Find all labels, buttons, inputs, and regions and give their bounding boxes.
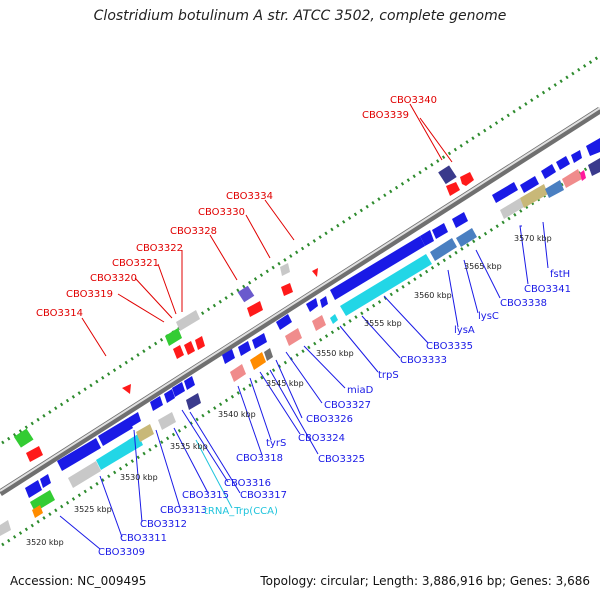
gene-label: CBO3333 <box>400 355 447 366</box>
scale-label: 3540 kbp <box>218 410 256 419</box>
genome-backbone-highlight <box>0 107 600 492</box>
gene-labels-cyan: tRNA_Trp(CCA) <box>204 506 278 517</box>
scale-label: 3525 kbp <box>74 505 112 514</box>
gene-label: tRNA_Trp(CCA) <box>204 506 278 517</box>
gene-label: CBO3313 <box>160 505 207 516</box>
gene-label: CBO3316 <box>224 478 271 489</box>
gene-label: CBO3319 <box>66 289 113 300</box>
scale-label: 3565 kbp <box>464 262 502 271</box>
map-title: Clostridium botulinum A str. ATCC 3502, … <box>93 8 507 24</box>
gene-label: CBO3335 <box>426 341 473 352</box>
gene-label: tyrS <box>266 438 286 449</box>
gene-label: CBO3334 <box>226 191 273 202</box>
gene-label: CBO3315 <box>182 490 229 501</box>
gene-label: trpS <box>378 370 399 381</box>
scale-label: 3555 kbp <box>364 319 402 328</box>
scale-label: 3560 kbp <box>414 291 452 300</box>
genome-backbone <box>0 107 600 496</box>
gene-label: CBO3341 <box>524 284 571 295</box>
accession-text: Accession: NC_009495 <box>10 574 147 588</box>
gene-label: CBO3338 <box>500 298 547 309</box>
gene-label: CBO3340 <box>390 95 437 106</box>
blue-leader-lines <box>59 221 549 550</box>
gene-label: CBO3311 <box>120 533 167 544</box>
gene-label: miaD <box>347 385 374 396</box>
gene-label: CBO3324 <box>298 433 345 444</box>
gene-labels-blue: fstH CBO3341 CBO3338 lysC lysA CBO3335 C… <box>98 269 571 558</box>
gene-label: CBO3318 <box>236 453 283 464</box>
gene-label: CBO3320 <box>90 273 137 284</box>
cyan-leader-line <box>195 439 233 509</box>
gene-label: fstH <box>550 269 570 280</box>
scale-label: 3530 kbp <box>120 473 158 482</box>
topology-text: Topology: circular; Length: 3,886,916 bp… <box>260 574 590 588</box>
gene-label: lysA <box>454 325 475 336</box>
scale-labels: 3520 kbp 3525 kbp 3530 kbp 3535 kbp 3540… <box>26 234 552 547</box>
gene-label: CBO3309 <box>98 547 145 558</box>
gene-label: CBO3330 <box>198 207 245 218</box>
gene-label: CBO3327 <box>324 400 371 411</box>
genes-forward-strand <box>13 138 600 462</box>
gene-label: CBO3325 <box>318 454 365 465</box>
gene-label: CBO3328 <box>170 226 217 237</box>
gene-label: CBO3339 <box>362 110 409 121</box>
scale-label: 3520 kbp <box>26 538 64 547</box>
gene-label: CBO3314 <box>36 308 83 319</box>
gene-label: CBO3321 <box>112 258 159 269</box>
gene-label: CBO3326 <box>306 414 353 425</box>
red-leader-lines <box>81 103 453 357</box>
scale-label: 3570 kbp <box>514 234 552 243</box>
gene-label: CBO3317 <box>240 490 287 501</box>
scale-label: 3545 kbp <box>266 379 304 388</box>
scale-label: 3535 kbp <box>170 442 208 451</box>
genes-reverse-strand <box>0 158 600 536</box>
scale-label: 3550 kbp <box>316 349 354 358</box>
inner-tick-track <box>1 158 600 547</box>
gene-labels-red: CBO3340 CBO3339 CBO3334 CBO3330 CBO3328 … <box>36 95 437 319</box>
gene-label: lysC <box>478 311 499 322</box>
gene-label: CBO3312 <box>140 519 187 530</box>
gene-label: CBO3322 <box>136 243 183 254</box>
